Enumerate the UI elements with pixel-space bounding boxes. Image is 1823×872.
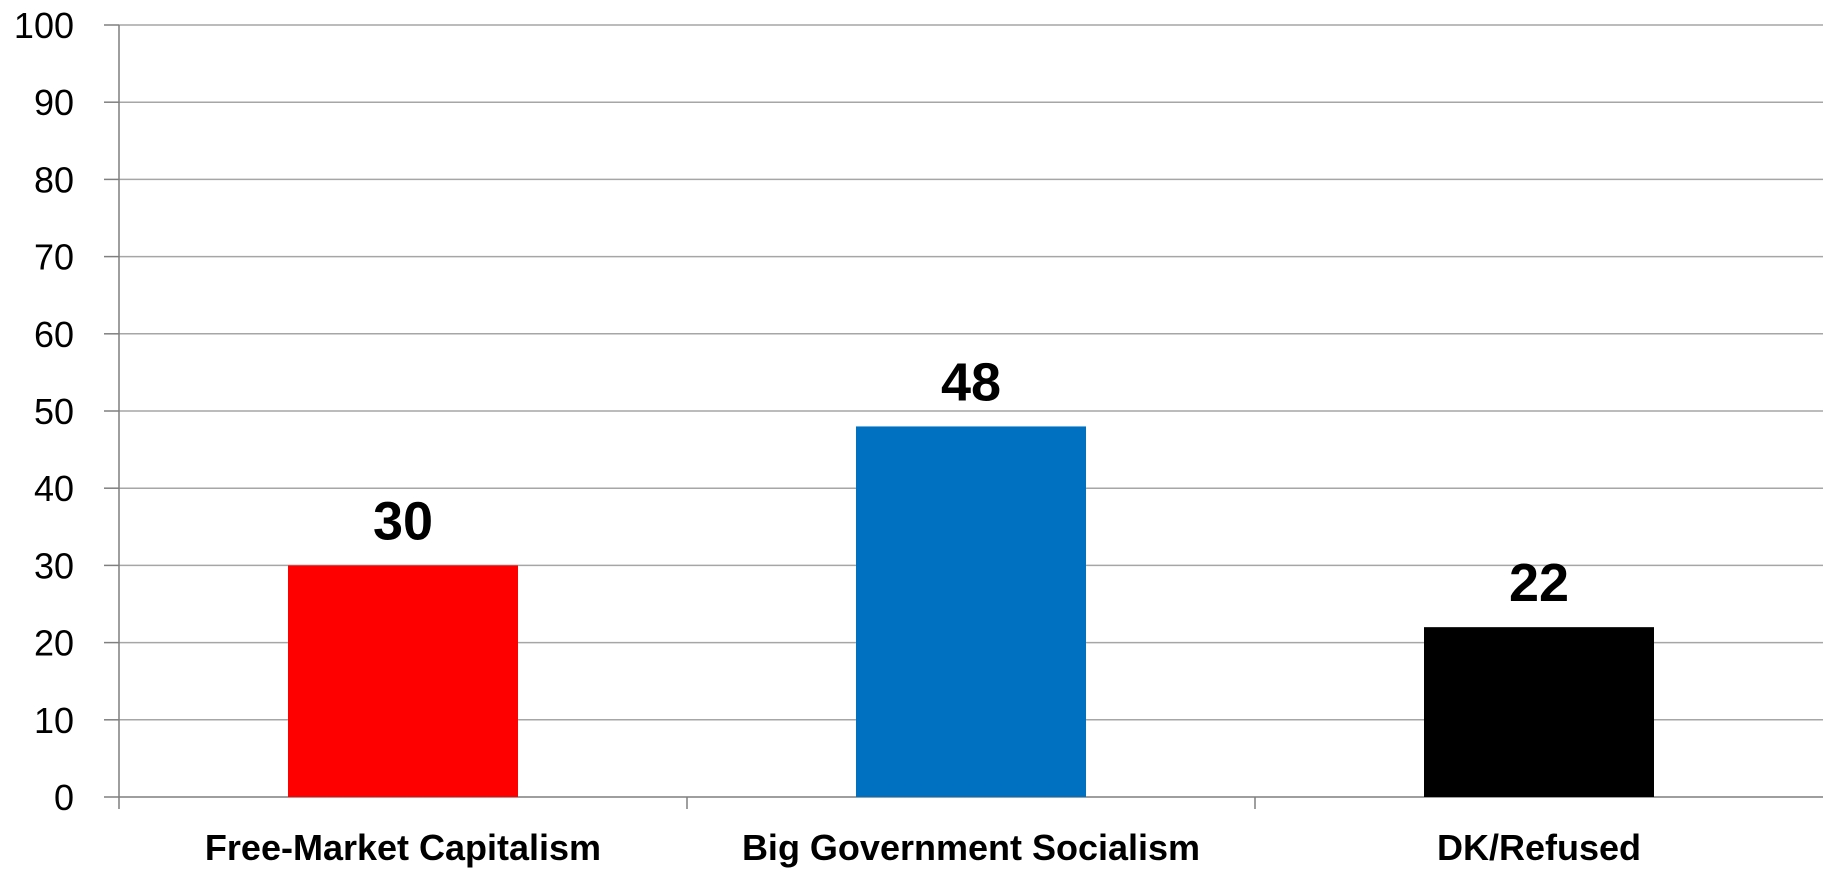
y-tick-label: 100 bbox=[14, 5, 74, 46]
bar-big-government-socialism bbox=[856, 426, 1086, 797]
data-label: 22 bbox=[1509, 553, 1569, 613]
y-tick-label: 80 bbox=[34, 159, 74, 200]
bars bbox=[288, 426, 1654, 797]
y-tick-label: 50 bbox=[34, 391, 74, 432]
y-axis-tick-labels: 0 10 20 30 40 50 60 70 80 90 100 bbox=[14, 5, 74, 818]
x-tick-label: Big Government Socialism bbox=[742, 827, 1200, 868]
y-tick-label: 70 bbox=[34, 237, 74, 278]
bar-free-market-capitalism bbox=[288, 565, 518, 797]
x-axis-tick-labels: Free-Market Capitalism Big Government Soc… bbox=[205, 827, 1641, 868]
data-labels: 30 48 22 bbox=[373, 352, 1569, 613]
x-tick-label: Free-Market Capitalism bbox=[205, 827, 601, 868]
x-tick-label: DK/Refused bbox=[1437, 827, 1641, 868]
bar-dk-refused bbox=[1424, 627, 1654, 797]
y-tick-label: 10 bbox=[34, 700, 74, 741]
y-tick-label: 20 bbox=[34, 623, 74, 664]
y-tick-label: 0 bbox=[54, 777, 74, 818]
y-tick-label: 60 bbox=[34, 314, 74, 355]
y-tick-label: 40 bbox=[34, 468, 74, 509]
data-label: 48 bbox=[941, 352, 1001, 412]
y-tick-label: 90 bbox=[34, 82, 74, 123]
y-tick-label: 30 bbox=[34, 545, 74, 586]
data-label: 30 bbox=[373, 491, 433, 551]
